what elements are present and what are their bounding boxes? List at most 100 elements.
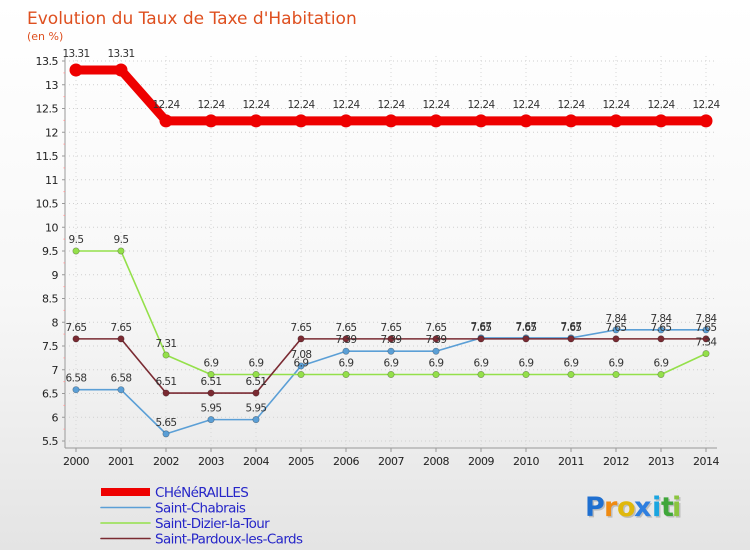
data-label: 12.24 xyxy=(287,99,315,111)
data-label: 12.24 xyxy=(242,99,270,111)
data-point xyxy=(387,370,395,378)
data-point xyxy=(207,389,215,397)
logo-letter: P xyxy=(585,492,606,523)
data-label: 12.24 xyxy=(692,99,720,111)
data-label: 6.51 xyxy=(201,376,222,388)
y-tick-label: 6.5 xyxy=(42,388,58,401)
data-point xyxy=(657,335,665,343)
data-label: 7.65 xyxy=(651,322,672,334)
series-saint-dizier-la-tour xyxy=(72,247,710,378)
data-label: 6.9 xyxy=(429,358,444,370)
x-ticks: 2000 2001 2002 2003 2004 2005 2006 2007 2008 2009… xyxy=(63,448,720,468)
data-label: 6.58 xyxy=(111,373,132,385)
data-point xyxy=(342,347,350,355)
logo-letter-shadow: r xyxy=(606,494,620,525)
data-labels: 6.58 6.58 5.65 5.95 5.95 7.08 7.39 7.39 7.39 7.67… xyxy=(62,48,721,429)
data-label: 6.58 xyxy=(66,373,87,385)
x-tick-label: 2005 xyxy=(288,455,314,468)
data-point xyxy=(204,114,218,128)
data-label: 9.5 xyxy=(69,234,84,246)
data-label: 12.24 xyxy=(152,99,180,111)
data-point xyxy=(564,114,578,128)
data-point xyxy=(387,335,395,343)
data-label: 6.9 xyxy=(339,358,354,370)
data-label: 7.65 xyxy=(426,322,447,334)
data-label: 7.31 xyxy=(156,338,177,350)
y-tick-label: 12 xyxy=(45,126,58,139)
data-point xyxy=(72,386,80,394)
legend: CHéNéRAILLESSaint-ChabraisSaint-Dizier-l… xyxy=(100,485,304,548)
data-label: 12.24 xyxy=(332,99,360,111)
data-point xyxy=(117,335,125,343)
data-label: 7.65 xyxy=(561,322,582,334)
data-label: 5.65 xyxy=(156,417,177,429)
legend-label: Saint-Chabrais xyxy=(155,501,246,517)
series-layer xyxy=(69,63,713,438)
data-point xyxy=(519,114,533,128)
data-label: 12.24 xyxy=(557,99,585,111)
data-point xyxy=(477,370,485,378)
data-point xyxy=(384,114,398,128)
data-label: 6.9 xyxy=(474,358,489,370)
data-label: 6.51 xyxy=(156,376,177,388)
data-point xyxy=(567,335,575,343)
data-label: 12.24 xyxy=(512,99,540,111)
data-point xyxy=(702,326,710,334)
y-tick-label: 11.5 xyxy=(36,150,59,163)
data-label: 6.9 xyxy=(249,358,264,370)
logo-letter: i xyxy=(652,492,662,523)
data-label: 13.31 xyxy=(62,48,89,60)
data-label: 6.9 xyxy=(609,358,624,370)
logo-letter-shadow: x xyxy=(636,494,654,525)
x-tick-label: 2001 xyxy=(108,455,134,468)
x-tick-label: 2000 xyxy=(63,455,89,468)
data-point xyxy=(609,114,623,128)
data-point xyxy=(297,362,305,370)
data-point xyxy=(567,370,575,378)
x-tick-label: 2008 xyxy=(423,455,449,468)
data-label: 7.65 xyxy=(291,322,312,334)
logo-letter-shadow: i xyxy=(674,494,684,525)
y-tick-label: 12.5 xyxy=(36,103,59,116)
data-point xyxy=(432,335,440,343)
data-point xyxy=(72,335,80,343)
series-ch-n-railles xyxy=(69,63,713,128)
y-tick-label: 8.5 xyxy=(42,293,58,306)
data-label: 7.39 xyxy=(336,334,357,346)
data-label: 7.08 xyxy=(291,349,312,361)
data-point xyxy=(432,347,440,355)
data-label: 7.65 xyxy=(471,322,492,334)
data-label: 7.34 xyxy=(696,337,718,349)
x-tick-label: 2003 xyxy=(198,455,224,468)
data-point xyxy=(339,114,353,128)
data-point xyxy=(162,430,170,438)
data-label: 7.39 xyxy=(381,334,402,346)
data-point xyxy=(522,335,530,343)
data-point xyxy=(474,114,488,128)
logo-letter: i xyxy=(672,492,682,523)
data-point xyxy=(297,335,305,343)
data-label: 5.95 xyxy=(246,403,267,415)
data-point xyxy=(342,370,350,378)
logo-letter-shadow: P xyxy=(587,494,608,525)
data-label: 7.65 xyxy=(696,322,717,334)
data-point xyxy=(297,370,305,378)
data-label: 7.65 xyxy=(381,322,402,334)
series-line-ch-n-railles xyxy=(71,65,711,126)
data-label: 12.24 xyxy=(377,99,405,111)
data-label: 7.84 xyxy=(651,313,673,325)
data-label: 7.65 xyxy=(606,322,627,334)
data-point xyxy=(117,247,125,255)
series-saint-pardoux-les-cards xyxy=(72,335,710,397)
x-tick-label: 2014 xyxy=(693,455,719,468)
data-point xyxy=(207,416,215,424)
data-label: 13.31 xyxy=(107,48,134,60)
data-point xyxy=(117,386,125,394)
data-label: 6.9 xyxy=(294,358,309,370)
data-point xyxy=(252,416,260,424)
y-tick-label: 13.5 xyxy=(36,55,59,68)
data-point xyxy=(612,370,620,378)
data-label: 7.39 xyxy=(426,334,447,346)
chart-title: Evolution du Taux de Taxe d'Habitation xyxy=(27,9,357,29)
